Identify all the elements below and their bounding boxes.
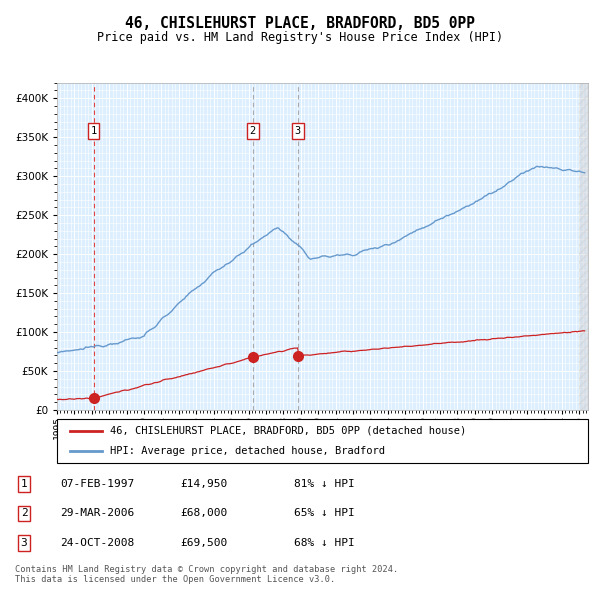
Text: £69,500: £69,500 — [180, 538, 227, 548]
Text: 2: 2 — [250, 126, 256, 136]
Text: 3: 3 — [295, 126, 301, 136]
Bar — [579, 83, 588, 410]
Text: £14,950: £14,950 — [180, 479, 227, 489]
Text: 29-MAR-2006: 29-MAR-2006 — [60, 509, 134, 518]
Text: 46, CHISLEHURST PLACE, BRADFORD, BD5 0PP (detached house): 46, CHISLEHURST PLACE, BRADFORD, BD5 0PP… — [110, 426, 466, 436]
Text: 81% ↓ HPI: 81% ↓ HPI — [294, 479, 355, 489]
Text: Contains HM Land Registry data © Crown copyright and database right 2024.
This d: Contains HM Land Registry data © Crown c… — [15, 565, 398, 584]
Text: 2: 2 — [20, 509, 28, 518]
Text: Price paid vs. HM Land Registry's House Price Index (HPI): Price paid vs. HM Land Registry's House … — [97, 31, 503, 44]
FancyBboxPatch shape — [57, 419, 588, 463]
Text: £68,000: £68,000 — [180, 509, 227, 518]
Text: HPI: Average price, detached house, Bradford: HPI: Average price, detached house, Brad… — [110, 446, 385, 456]
Text: 65% ↓ HPI: 65% ↓ HPI — [294, 509, 355, 518]
Text: 3: 3 — [20, 538, 28, 548]
Text: 1: 1 — [20, 479, 28, 489]
Text: 07-FEB-1997: 07-FEB-1997 — [60, 479, 134, 489]
Text: 24-OCT-2008: 24-OCT-2008 — [60, 538, 134, 548]
Text: 46, CHISLEHURST PLACE, BRADFORD, BD5 0PP: 46, CHISLEHURST PLACE, BRADFORD, BD5 0PP — [125, 16, 475, 31]
Text: 68% ↓ HPI: 68% ↓ HPI — [294, 538, 355, 548]
Text: 1: 1 — [91, 126, 97, 136]
